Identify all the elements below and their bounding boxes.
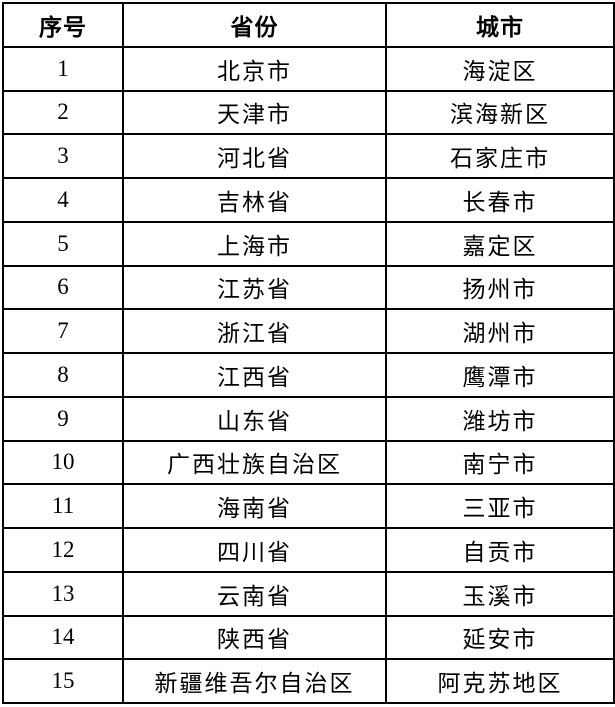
cell-province: 北京市 <box>122 45 387 92</box>
cell-city: 南宁市 <box>385 439 615 486</box>
table-row: 2 天津市 滨海新区 <box>2 89 615 136</box>
cell-no: 7 <box>2 308 124 354</box>
cell-city: 延安市 <box>385 614 615 661</box>
cell-city: 湖州市 <box>385 308 615 354</box>
cell-province: 江苏省 <box>122 264 387 311</box>
table-row: 11 海南省 三亚市 <box>2 483 615 529</box>
cell-province: 天津市 <box>122 89 387 136</box>
cell-no: 4 <box>2 177 124 223</box>
cell-city: 玉溪市 <box>385 570 615 617</box>
cell-province: 吉林省 <box>122 177 387 223</box>
cell-city: 阿克苏地区 <box>385 658 615 704</box>
cell-city: 滨海新区 <box>385 89 615 136</box>
table-row: 9 山东省 潍坊市 <box>2 395 615 442</box>
table-row: 13 云南省 玉溪市 <box>2 570 615 617</box>
table-row: 14 陕西省 延安市 <box>2 614 615 661</box>
cell-city: 长春市 <box>385 177 615 223</box>
table-row: 8 江西省 鹰潭市 <box>2 352 615 398</box>
table-row: 4 吉林省 长春市 <box>2 177 615 223</box>
cell-no: 11 <box>2 483 124 529</box>
cell-no: 13 <box>2 570 124 617</box>
cell-city: 扬州市 <box>385 264 615 311</box>
table-row: 15 新疆维吾尔自治区 阿克苏地区 <box>2 658 615 704</box>
cell-province: 陕西省 <box>122 614 387 661</box>
table-row: 7 浙江省 湖州市 <box>2 308 615 354</box>
cell-city: 石家庄市 <box>385 133 615 179</box>
cell-city: 鹰潭市 <box>385 352 615 398</box>
cell-province: 山东省 <box>122 395 387 442</box>
cell-no: 3 <box>2 133 124 179</box>
cell-city: 潍坊市 <box>385 395 615 442</box>
table-row: 3 河北省 石家庄市 <box>2 133 615 179</box>
cell-no: 8 <box>2 352 124 398</box>
cell-province: 河北省 <box>122 133 387 179</box>
cell-province: 上海市 <box>122 220 387 267</box>
header-province: 省份 <box>122 2 387 48</box>
cell-city: 自贡市 <box>385 527 615 573</box>
cell-no: 9 <box>2 395 124 442</box>
cell-no: 1 <box>2 45 124 92</box>
cell-no: 5 <box>2 220 124 267</box>
cell-no: 14 <box>2 614 124 661</box>
table-row: 10 广西壮族自治区 南宁市 <box>2 439 615 486</box>
cell-no: 10 <box>2 439 124 486</box>
table-row: 5 上海市 嘉定区 <box>2 220 615 267</box>
table-row: 1 北京市 海淀区 <box>2 45 615 92</box>
cell-city: 嘉定区 <box>385 220 615 267</box>
cell-no: 2 <box>2 89 124 136</box>
table-row: 6 江苏省 扬州市 <box>2 264 615 311</box>
cell-no: 12 <box>2 527 124 573</box>
header-no: 序号 <box>2 2 124 48</box>
header-row: 序号 省份 城市 <box>2 2 615 48</box>
header-city: 城市 <box>385 2 615 48</box>
cell-no: 15 <box>2 658 124 704</box>
table-row: 12 四川省 自贡市 <box>2 527 615 573</box>
cell-province: 浙江省 <box>122 308 387 354</box>
cell-city: 三亚市 <box>385 483 615 529</box>
cell-province: 江西省 <box>122 352 387 398</box>
cell-no: 6 <box>2 264 124 311</box>
cell-city: 海淀区 <box>385 45 615 92</box>
cell-province: 四川省 <box>122 527 387 573</box>
cell-province: 新疆维吾尔自治区 <box>122 658 387 704</box>
cell-province: 云南省 <box>122 570 387 617</box>
cell-province: 海南省 <box>122 483 387 529</box>
cell-province: 广西壮族自治区 <box>122 439 387 486</box>
